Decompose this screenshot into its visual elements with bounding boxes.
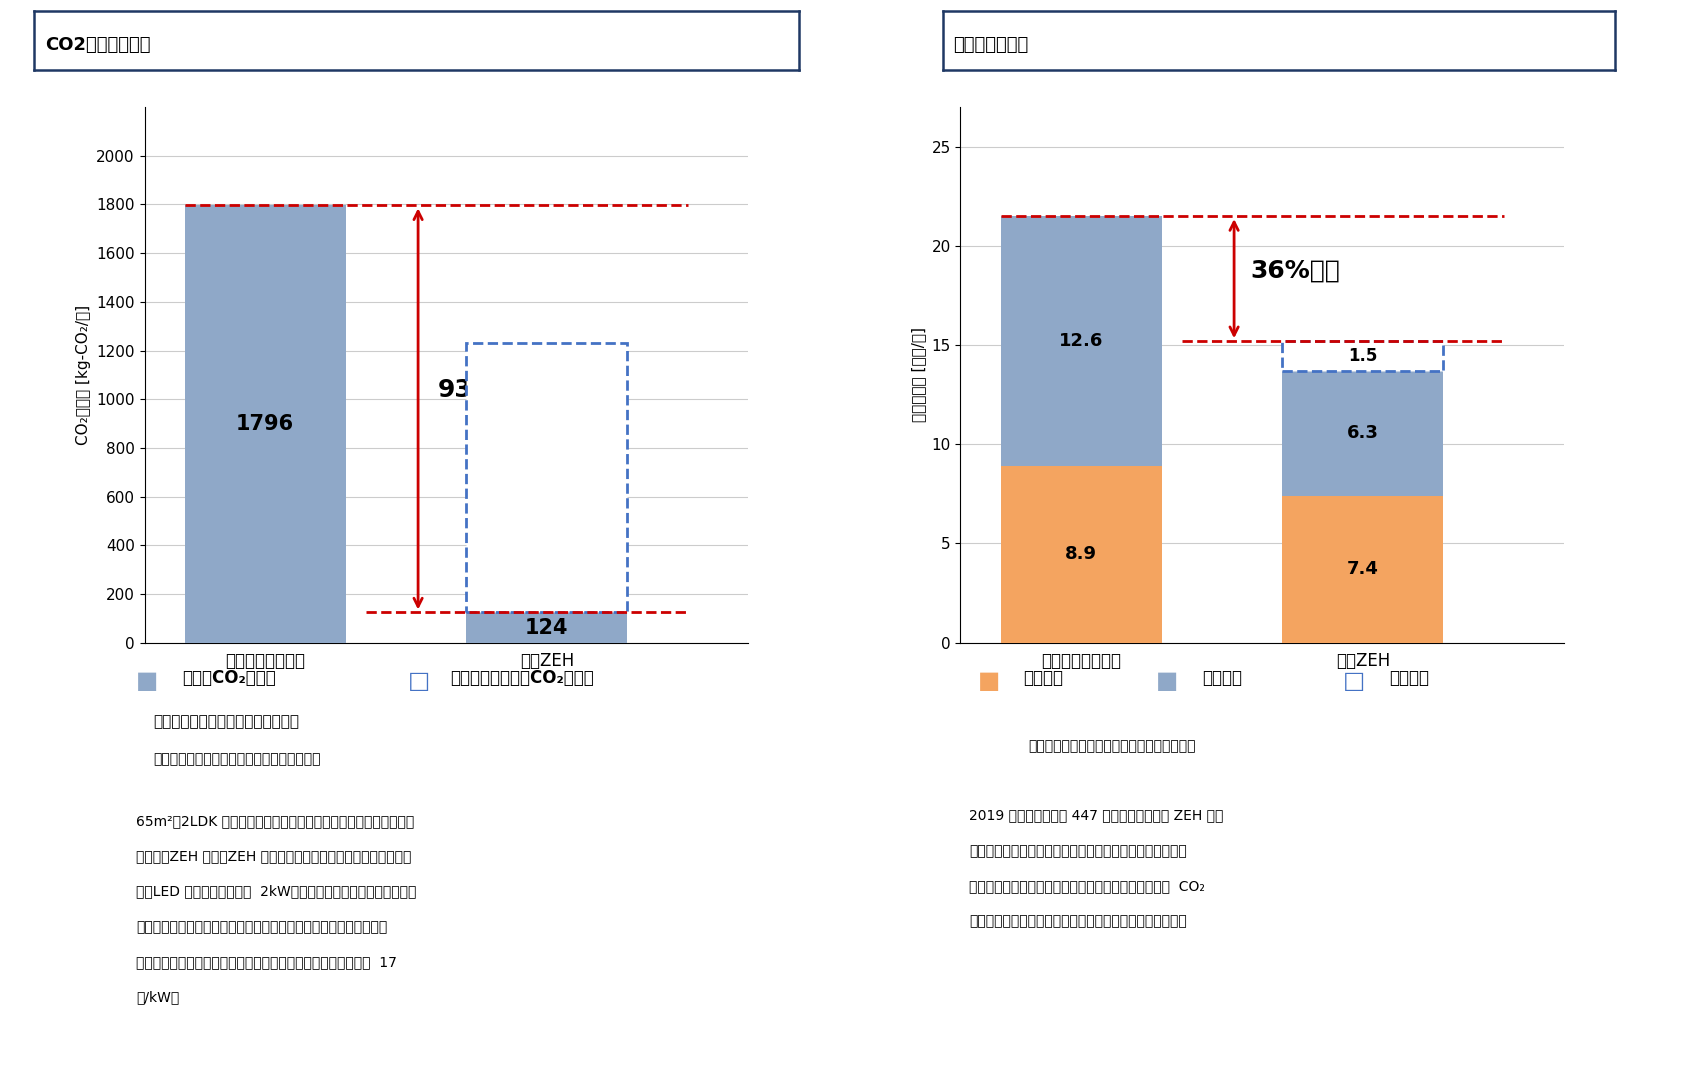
Y-axis label: 年間光熱費 [万円/年]: 年間光熱費 [万円/年]	[911, 328, 927, 422]
Y-axis label: CO₂排出量 [kg-CO₂/年]: CO₂排出量 [kg-CO₂/年]	[75, 305, 90, 444]
Text: 93%削減: 93%削減	[439, 377, 529, 402]
Text: ション。ZEH 仕様（ZEH 断熱基準、高効率エアコン、エコジョー: ション。ZEH 仕様（ZEH 断熱基準、高効率エアコン、エコジョー	[136, 849, 411, 863]
Text: 1.5: 1.5	[1348, 347, 1377, 365]
Bar	[1282, 342, 1443, 371]
Text: 12.6: 12.6	[1059, 332, 1103, 350]
Bar	[1282, 371, 1443, 496]
Bar	[466, 613, 627, 643]
Text: 7.4: 7.4	[1346, 560, 1379, 578]
Text: ■: ■	[1156, 669, 1178, 693]
Bar	[466, 343, 627, 613]
Bar	[1001, 216, 1161, 466]
Text: 電気料金: 電気料金	[1202, 669, 1243, 688]
Text: 積水ハウスのシミュレーションに基づき作成: 積水ハウスのシミュレーションに基づき作成	[153, 752, 321, 766]
Text: （調理、家電製品からの排出除く）: （調理、家電製品からの排出除く）	[153, 714, 299, 729]
Text: エネルギー消費量計算結果から算出、建物そのものの  CO₂: エネルギー消費量計算結果から算出、建物そのものの CO₂	[969, 879, 1205, 893]
Text: 2019 年度に建設した 447 戸のシャーメゾン ZEH につ: 2019 年度に建設した 447 戸のシャーメゾン ZEH につ	[969, 809, 1224, 823]
Text: 正味のCO₂排出量: 正味のCO₂排出量	[182, 669, 275, 688]
Text: 6.3: 6.3	[1346, 424, 1379, 442]
Text: ■: ■	[977, 669, 1000, 693]
Text: □: □	[408, 669, 430, 693]
Bar	[185, 206, 345, 643]
Text: CO2排出削減効果: CO2排出削減効果	[46, 35, 151, 54]
Text: 太陽光発電によるCO₂削減量: 太陽光発電によるCO₂削減量	[450, 669, 595, 688]
Bar	[1282, 496, 1443, 643]
Text: ■: ■	[136, 669, 158, 693]
Text: 36%削減: 36%削減	[1250, 259, 1340, 283]
Text: 光熱費削減効果: 光熱費削減効果	[954, 35, 1028, 54]
Bar	[1001, 466, 1161, 643]
Text: 8.9: 8.9	[1066, 545, 1097, 563]
Text: との比較。光熱費は東京電力、東京ガスの単価算出（売電単価  17: との比較。光熱費は東京電力、東京ガスの単価算出（売電単価 17	[136, 955, 396, 969]
Text: ズ、LED 照明、太陽光発電  2kW）と、一般的な仕様（省エネ断熱: ズ、LED 照明、太陽光発電 2kW）と、一般的な仕様（省エネ断熱	[136, 885, 416, 899]
Text: □: □	[1343, 669, 1365, 693]
Text: 基準、一般エアコン、一般ガス給湯器、蛍光灯、太陽光発電なし）: 基準、一般エアコン、一般ガス給湯器、蛍光灯、太陽光発電なし）	[136, 920, 388, 934]
Text: 円/kW）: 円/kW）	[136, 991, 178, 1005]
Text: 積水ハウスのシミュレーションに基づき作成: 積水ハウスのシミュレーションに基づき作成	[1028, 739, 1197, 753]
Text: 65m²、2LDK の賃貸住戸を想定した積水ハウス独自のシミュレー: 65m²、2LDK の賃貸住戸を想定した積水ハウス独自のシミュレー	[136, 814, 415, 828]
Text: 1796: 1796	[236, 414, 294, 434]
Text: ガス料金: ガス料金	[1023, 669, 1064, 688]
Text: いて建築研究所エネルギー消費性能計算プログラムの一次: いて建築研究所エネルギー消費性能計算プログラムの一次	[969, 844, 1187, 858]
Text: 排出量を比較（調理、家電製品のエネルギー消費は除く）: 排出量を比較（調理、家電製品のエネルギー消費は除く）	[969, 915, 1187, 929]
Text: 売電収入: 売電収入	[1389, 669, 1430, 688]
Text: 124: 124	[525, 618, 568, 637]
